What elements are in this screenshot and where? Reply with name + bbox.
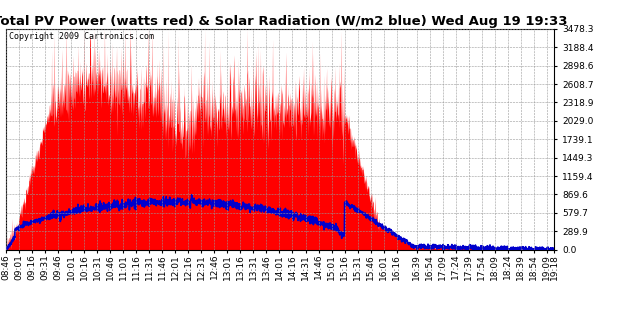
Text: Copyright 2009 Cartronics.com: Copyright 2009 Cartronics.com xyxy=(9,32,154,41)
Title: Total PV Power (watts red) & Solar Radiation (W/m2 blue) Wed Aug 19 19:33: Total PV Power (watts red) & Solar Radia… xyxy=(0,15,568,28)
